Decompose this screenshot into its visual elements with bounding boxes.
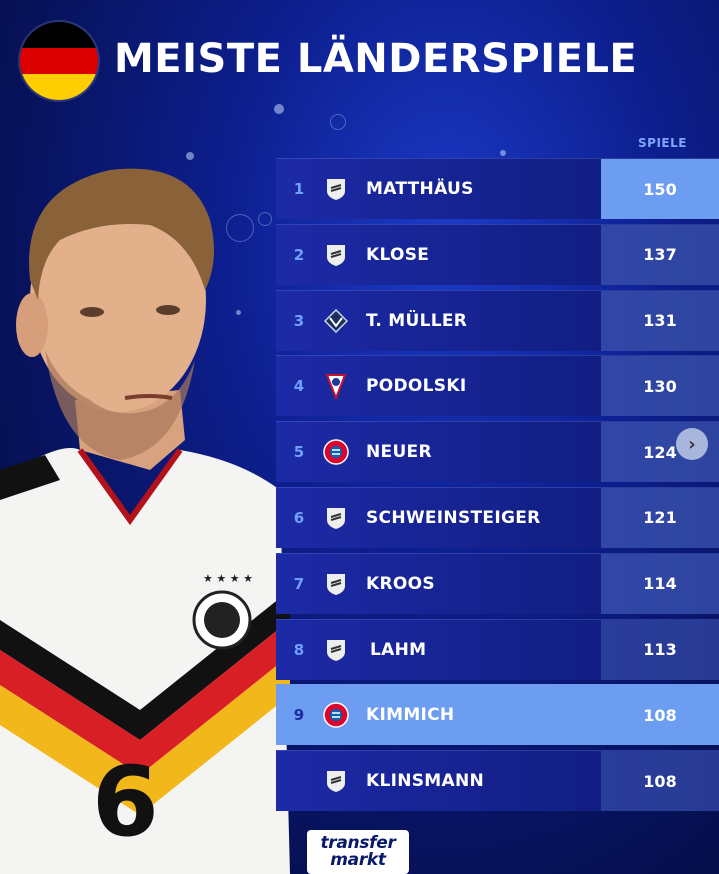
dfb-badge-icon — [322, 767, 350, 795]
player-name: T. MÜLLER — [366, 310, 468, 331]
games-value: 108 — [601, 751, 719, 812]
player-name: MATTHÄUS — [366, 179, 474, 199]
player-name: KLINSMANN — [366, 771, 485, 792]
player-name: KIMMICH — [366, 705, 455, 726]
bokeh-ring — [226, 214, 254, 242]
bokeh-dot — [274, 104, 284, 114]
table-row: 2 KLOSE 137 — [276, 223, 719, 285]
games-value: 108 — [643, 705, 677, 725]
bokeh-ring — [258, 212, 272, 226]
bokeh-ring — [330, 114, 346, 130]
player-name: LAHM — [370, 639, 427, 660]
rank-number: 9 — [293, 706, 305, 725]
games-value: 130 — [601, 356, 719, 417]
table-row-highlighted: 9 KIMMICH 108 — [276, 684, 719, 746]
games-value: 121 — [601, 487, 719, 548]
page-title: MEISTE LÄNDERSPIELE — [114, 36, 638, 82]
player-name: SCHWEINSTEIGER — [366, 507, 541, 528]
chevron-right-icon: › — [688, 433, 696, 455]
rank-number: 4 — [293, 377, 305, 396]
dfb-badge-icon — [322, 504, 350, 532]
transfermarkt-logo: transfer markt — [307, 830, 409, 874]
bayern-badge-icon — [322, 438, 350, 466]
player-name: KLOSE — [366, 244, 430, 265]
dfb-badge-icon — [322, 636, 350, 664]
table-row: 4 PODOLSKI 130 — [276, 355, 719, 417]
player-name: NEUER — [366, 442, 432, 463]
rank-number: 7 — [293, 574, 305, 593]
games-value: 150 — [601, 159, 719, 219]
dfb-badge-icon — [322, 175, 350, 203]
svg-text:★ ★ ★ ★: ★ ★ ★ ★ — [203, 572, 253, 585]
games-value: 114 — [601, 553, 719, 614]
germany-flag-icon — [20, 22, 98, 100]
bokeh-dot — [236, 310, 241, 315]
logo-line-1: transfer — [320, 833, 396, 853]
rank-number: 8 — [293, 640, 305, 659]
table-row: 5 NEUER 124 — [276, 421, 719, 483]
table-row: KLINSMANN 108 — [276, 750, 719, 812]
player-photo: ★ ★ ★ ★ — [0, 168, 290, 874]
column-header-spiele: SPIELE — [638, 136, 687, 150]
games-value: 131 — [601, 290, 719, 351]
player-name: KROOS — [366, 573, 435, 594]
rank-number: 5 — [293, 443, 305, 462]
games-value: 113 — [601, 619, 719, 680]
flag-stripe-black — [20, 22, 98, 48]
rank-number: 6 — [293, 508, 305, 527]
flag-stripe-red — [20, 48, 98, 74]
dfb-badge-icon — [322, 241, 350, 269]
next-slide-button[interactable]: › — [676, 428, 708, 460]
flag-stripe-gold — [20, 74, 98, 100]
bayern-badge-icon — [322, 701, 350, 729]
rank-number: 1 — [293, 180, 305, 198]
table-row: 7 KROOS 114 — [276, 552, 719, 614]
logo-line-2: markt — [330, 850, 386, 870]
table-row: 3 T. MÜLLER 131 — [276, 289, 719, 351]
ranking-table: 1 MATTHÄUS 150 2 KLOSE 137 3 T. MÜLLER 1… — [276, 158, 719, 816]
gornik-badge-icon — [322, 372, 350, 400]
rank-number: 2 — [293, 245, 305, 264]
table-row: 6 SCHWEINSTEIGER 121 — [276, 486, 719, 548]
jersey-number: 6 — [92, 746, 159, 858]
games-value: 137 — [601, 224, 719, 285]
vancouver-badge-icon — [322, 307, 350, 335]
player-name: PODOLSKI — [366, 376, 467, 397]
dfb-badge-icon — [322, 570, 350, 598]
rank-number: 3 — [293, 311, 305, 330]
table-row: 8 LAHM 113 — [276, 618, 719, 680]
table-row: 1 MATTHÄUS 150 — [276, 158, 719, 219]
bokeh-dot — [500, 150, 506, 156]
bokeh-dot — [186, 152, 194, 160]
